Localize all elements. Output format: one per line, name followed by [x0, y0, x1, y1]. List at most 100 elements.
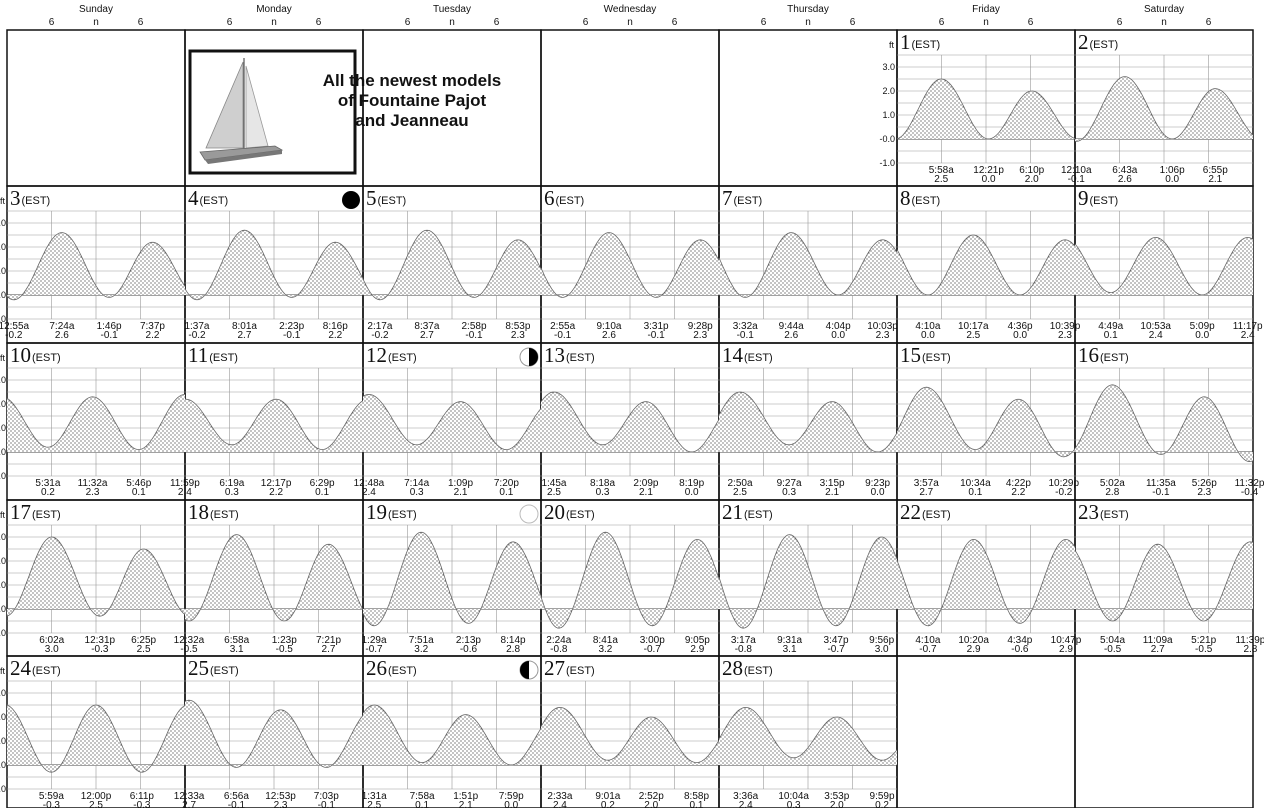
tide-height: 2.5 — [367, 800, 381, 808]
y-tick-label: 1.0 — [882, 110, 895, 120]
tide-area — [897, 387, 1075, 457]
tide-curve — [6, 536, 186, 617]
tide-height: 0.1 — [315, 487, 329, 498]
timezone: (EST) — [734, 195, 763, 207]
weekday-label: Friday — [972, 4, 1000, 15]
tide-height: 2.5 — [137, 644, 151, 655]
tide-area — [185, 230, 363, 300]
label-bg — [1076, 187, 1134, 207]
tide-height: -0.3 — [133, 800, 151, 808]
tide-height: 2.5 — [547, 487, 561, 498]
tide-time: 2:33a — [547, 791, 572, 802]
tide-time: 8:19p — [679, 478, 704, 489]
tide-time: 2:52p — [639, 791, 664, 802]
catamaran-image — [199, 58, 284, 164]
label-bg — [898, 31, 956, 51]
day: 23 (EST)5:04a-0.511:09a2.75:21p-0.511:39p… — [1074, 500, 1264, 655]
tide-time: 11:59p — [170, 478, 200, 489]
tide-area — [7, 537, 185, 617]
tide-curve — [896, 234, 1076, 296]
tide-curve — [1074, 236, 1254, 296]
hour-label: n — [93, 17, 99, 28]
tide-area — [185, 700, 363, 768]
tide-curve — [362, 393, 542, 451]
tide-time: 1:45a — [541, 478, 566, 489]
tide-curve — [1074, 541, 1254, 622]
tide-curve — [718, 534, 898, 629]
tide-area — [363, 394, 541, 452]
label-bg — [720, 501, 778, 521]
tide-height: 0.0 — [685, 487, 699, 498]
tide-time: 2:13p — [456, 635, 481, 646]
tide-time: 6:19a — [219, 478, 244, 489]
day-number: 22 — [900, 500, 921, 524]
hour-label: 6 — [1117, 17, 1123, 28]
tide-time: 3:32a — [733, 321, 758, 332]
tide-area — [7, 705, 185, 773]
timezone: (EST) — [200, 195, 229, 207]
tide-height: -0.5 — [180, 644, 198, 655]
tide-height: 2.3 — [274, 800, 288, 808]
tide-time: 8:58p — [684, 791, 709, 802]
tide-area — [541, 232, 719, 298]
tide-height: -0.1 — [465, 330, 483, 341]
label-bg — [364, 657, 422, 677]
day: 25 (EST)12:33a2.76:56a-0.112:53p2.37:03p-… — [174, 656, 364, 808]
day-number: 11 — [188, 343, 208, 367]
tide-time: 7:59p — [499, 791, 524, 802]
tide-curve — [718, 391, 898, 453]
tide-height: 0.1 — [499, 487, 513, 498]
tide-curve — [540, 531, 720, 629]
tide-area — [7, 232, 185, 300]
tide-time: 5:02a — [1100, 478, 1125, 489]
tide-height: -0.1 — [737, 330, 755, 341]
timezone: (EST) — [1090, 195, 1119, 207]
hour-label: 6 — [939, 17, 945, 28]
tide-height: -0.8 — [735, 644, 753, 655]
y-tick-label: -1.0 — [0, 628, 6, 638]
tide-time: 4:04p — [826, 321, 851, 332]
tide-time: 10:20a — [958, 635, 989, 646]
ad-line: All the newest models — [323, 71, 502, 90]
tide-height: 2.1 — [1208, 174, 1222, 185]
label-bg — [8, 657, 66, 677]
tide-height: 0.1 — [415, 800, 429, 808]
tide-time: 7:20p — [494, 478, 519, 489]
tide-time: 12:53p — [265, 791, 296, 802]
tide-curve — [896, 538, 1076, 627]
tide-time: 11:39p — [1235, 635, 1264, 646]
weekday-label: Thursday — [787, 4, 829, 15]
label-bg — [8, 501, 66, 521]
label-bg — [364, 501, 422, 521]
tide-time: 11:17p — [1233, 321, 1263, 332]
tide-height: 0.2 — [601, 800, 615, 808]
tide-height: 2.2 — [1011, 487, 1025, 498]
tide-time: 1:46p — [97, 321, 122, 332]
tide-height: 2.3 — [693, 330, 707, 341]
tide-height: 2.8 — [1243, 644, 1257, 655]
tide-height: 0.3 — [787, 800, 801, 808]
tide-height: 2.3 — [86, 487, 100, 498]
tide-time: 10:29p — [1048, 478, 1079, 489]
tide-height: 2.5 — [966, 330, 980, 341]
advertisement: All the newest models of Fountaine Pajot… — [188, 49, 502, 175]
tide-height: 0.2 — [875, 800, 889, 808]
tide-curve — [1074, 384, 1254, 463]
tide-time: 4:49a — [1098, 321, 1123, 332]
day-number: 13 — [544, 343, 565, 367]
y-tick-label: -1.0 — [0, 784, 6, 794]
tide-height: 3.0 — [45, 644, 59, 655]
day: 18 (EST)12:32a-0.56:58a3.11:23p-0.57:21p2… — [174, 500, 364, 655]
tide-height: 0.0 — [831, 330, 845, 341]
hour-label: n — [449, 17, 455, 28]
tide-height: 0.1 — [968, 487, 982, 498]
tide-height: -0.5 — [1104, 644, 1122, 655]
tide-curve — [540, 706, 720, 764]
tide-height: -0.5 — [1195, 644, 1213, 655]
day-number: 18 — [188, 500, 209, 524]
